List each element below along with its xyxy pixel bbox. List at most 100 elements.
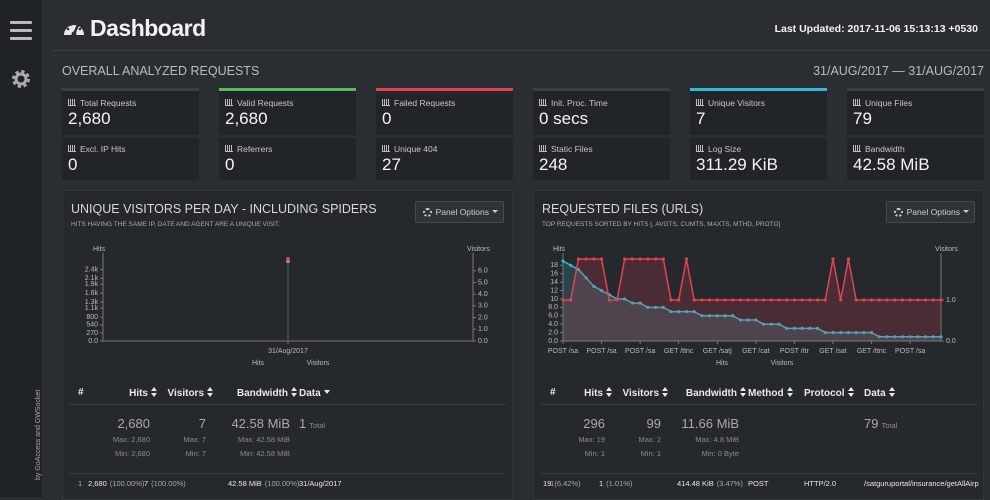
data-point bbox=[692, 298, 696, 302]
tick-label: 10 bbox=[550, 296, 558, 303]
column-header[interactable]: Data bbox=[299, 387, 331, 399]
total-min: Min: 1 bbox=[640, 449, 661, 458]
total-value: 296 bbox=[583, 416, 605, 431]
x-tick-label: POST /sa bbox=[625, 348, 655, 355]
metric-card: Referrers 0 bbox=[219, 138, 356, 180]
panel-subtitle: TOP REQUESTS SORTED BY HITS [, AVGTS, CU… bbox=[542, 221, 781, 228]
total-max: Max: 19 bbox=[578, 435, 605, 444]
data-point bbox=[599, 288, 604, 293]
column-header[interactable]: # bbox=[78, 387, 84, 398]
tick-label: 0.0 bbox=[88, 338, 98, 345]
column-header[interactable]: Protocol bbox=[804, 387, 855, 399]
data-point bbox=[808, 326, 812, 330]
column-header[interactable]: Bandwidth bbox=[686, 387, 747, 399]
cell-share: (3.47%) bbox=[716, 479, 743, 488]
column-label: Method bbox=[748, 388, 784, 399]
metric-value: 0 bbox=[382, 109, 392, 128]
data-point bbox=[792, 326, 797, 330]
cell-value: 414.48 KiB bbox=[677, 479, 714, 488]
tick-label: 6.0 bbox=[548, 313, 558, 320]
data-point bbox=[846, 257, 851, 261]
last-updated: Last Updated: 2017-11-06 15:13:13 +0530 bbox=[774, 23, 978, 35]
data-point bbox=[923, 335, 928, 339]
data-point bbox=[661, 305, 665, 309]
tick-label: 4.0 bbox=[548, 321, 558, 328]
column-header[interactable]: Visitors bbox=[623, 387, 670, 399]
data-point bbox=[561, 298, 565, 302]
total-number: 99 bbox=[646, 416, 661, 431]
legend-entry: Hits bbox=[252, 360, 265, 367]
column-label: Hits bbox=[584, 388, 603, 399]
panel-options-button[interactable]: Panel Options bbox=[414, 201, 504, 223]
total-min: Min: 42.58 MiB bbox=[239, 449, 290, 458]
metric-label: Total Requests bbox=[68, 98, 136, 108]
tick-label: 12 bbox=[550, 287, 558, 294]
cell-share: (100.00%) bbox=[151, 479, 186, 488]
data-point bbox=[700, 314, 704, 318]
metric-card: Failed Requests 0 bbox=[376, 88, 513, 135]
data-point bbox=[684, 257, 689, 261]
data-point bbox=[638, 301, 642, 305]
column-label: Visitors bbox=[622, 388, 660, 399]
panel-options-button[interactable]: Panel Options bbox=[885, 201, 975, 223]
data-point bbox=[893, 298, 897, 302]
data-point bbox=[738, 298, 743, 302]
column-label: Bandwidth bbox=[685, 388, 737, 399]
tick-label: 540 bbox=[86, 322, 98, 329]
column-header[interactable]: Hits bbox=[129, 387, 158, 399]
data-point bbox=[823, 298, 827, 302]
table-cell: 31/Aug/2017 bbox=[299, 479, 342, 488]
data-point bbox=[800, 298, 804, 302]
total-value: 79 Total bbox=[864, 416, 897, 431]
menu-button[interactable] bbox=[0, 18, 42, 44]
metric-label: Excl. IP Hits bbox=[68, 144, 126, 154]
cell-value: 2,680 bbox=[88, 479, 107, 488]
y2-axis-label: Visitors bbox=[935, 246, 958, 253]
column-header[interactable]: Data bbox=[864, 387, 896, 399]
chart: Hits Visitors0.02705408001.1k1.3k1.6k1.9k… bbox=[85, 246, 491, 367]
legend-entry: Hits bbox=[716, 360, 729, 367]
data-point bbox=[731, 314, 735, 318]
column-header[interactable]: Visitors bbox=[168, 387, 215, 399]
data-point bbox=[754, 298, 758, 302]
tick-label: 3.0 bbox=[478, 303, 488, 310]
column-header[interactable]: # bbox=[550, 387, 556, 398]
sort-icon bbox=[888, 387, 896, 397]
table-divider bbox=[540, 404, 977, 405]
tick-label: 2.0 bbox=[548, 329, 558, 336]
data-point bbox=[592, 257, 596, 261]
column-header[interactable]: Method bbox=[748, 387, 794, 399]
tick-label: 1.0 bbox=[478, 326, 488, 333]
x-tick-label: GET /sat bbox=[819, 348, 847, 355]
table-cell: 2,680 (100.00%) bbox=[88, 479, 144, 488]
total-number: 79 bbox=[864, 416, 879, 431]
panel-title: UNIQUE VISITORS PER DAY - INCLUDING SPID… bbox=[71, 202, 377, 216]
total-label: Total bbox=[881, 421, 898, 430]
total-value: 99 bbox=[647, 416, 661, 431]
metric-card: Bandwidth 42.58 MiB bbox=[847, 138, 984, 180]
metric-label: Init. Proc. Time bbox=[539, 98, 608, 108]
metric-label: Log Size bbox=[696, 144, 741, 154]
legend-entry: Visitors bbox=[771, 360, 794, 367]
table-cell: HTTP/2.0 bbox=[804, 479, 837, 488]
credit: by GoAccess and GWSocket bbox=[35, 389, 42, 480]
metric-value: 0 bbox=[225, 155, 235, 174]
table-divider bbox=[69, 404, 506, 405]
total-max: Max: 4.8 MiB bbox=[695, 435, 739, 444]
cell-share: (100.00%) bbox=[109, 479, 145, 488]
data-point bbox=[808, 298, 812, 302]
column-header[interactable]: Bandwidth bbox=[237, 387, 298, 399]
data-point bbox=[599, 257, 604, 261]
metric-label: Valid Requests bbox=[225, 98, 294, 108]
data-point bbox=[869, 330, 874, 335]
panel: UNIQUE VISITORS PER DAY - INCLUDING SPID… bbox=[62, 190, 513, 500]
column-label: Visitors bbox=[167, 388, 205, 399]
table-cell: POST bbox=[748, 479, 769, 488]
sort-icon bbox=[207, 387, 214, 397]
settings-button[interactable] bbox=[10, 68, 32, 90]
data-point bbox=[877, 298, 881, 302]
dashboard-icon bbox=[64, 23, 84, 37]
column-header[interactable]: Hits bbox=[584, 387, 613, 399]
tick-label: 1.6k bbox=[85, 290, 99, 297]
data-point bbox=[569, 263, 573, 267]
